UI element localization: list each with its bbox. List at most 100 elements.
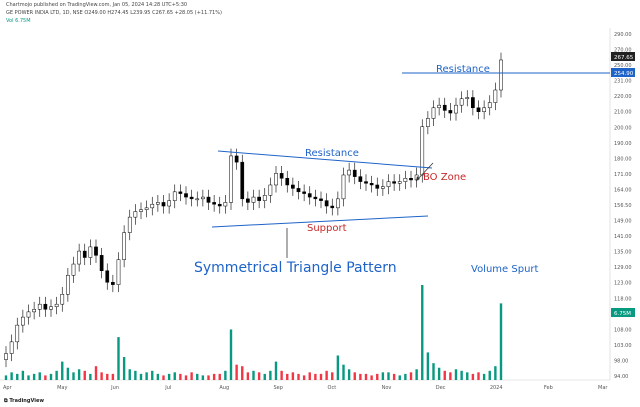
y-tick-label: 231.00 <box>614 79 632 85</box>
resistance-price-badge-text: 254.90 <box>614 71 634 77</box>
candle-body <box>442 104 447 111</box>
volume-bar <box>156 373 160 380</box>
volume-bar <box>286 373 289 380</box>
published-info: Chartmojo published on TradingView.com, … <box>6 2 188 8</box>
volume-bar <box>269 370 272 380</box>
candle-body <box>437 104 441 109</box>
resistance-upper-label: Resistance <box>436 64 490 75</box>
pattern-title: Symmetrical Triangle Pattern <box>194 260 397 276</box>
volume-bar <box>77 369 81 380</box>
candle-body <box>26 311 31 318</box>
candle-body <box>352 169 357 177</box>
volume-bar <box>280 370 283 380</box>
candle-body <box>105 270 110 283</box>
candle-body <box>184 193 188 198</box>
candle-body <box>409 178 413 181</box>
candle-body <box>403 178 408 182</box>
candle-body <box>139 209 143 212</box>
volume-bar <box>274 361 278 380</box>
candle-body <box>274 173 278 186</box>
x-tick-label: Aug <box>219 385 229 391</box>
candle-body <box>499 59 503 91</box>
candle-body <box>189 196 194 200</box>
candle-body <box>217 203 222 207</box>
volume-bar <box>167 373 171 380</box>
volume-bar <box>252 370 255 380</box>
candle-body <box>397 181 402 184</box>
y-tick-label: 123.00 <box>614 281 632 287</box>
volume-bar <box>409 372 413 380</box>
y-tick-label: 149.00 <box>614 219 632 225</box>
support-label: Support <box>307 223 347 234</box>
candle-body <box>420 126 425 176</box>
y-tick-label: 141.00 <box>614 234 632 240</box>
candlesticks <box>4 52 503 368</box>
candle-body <box>341 174 346 200</box>
candle-body <box>257 196 261 201</box>
volume-bar <box>314 373 317 380</box>
candle-body <box>15 324 20 343</box>
volume-bar <box>336 355 340 380</box>
last-price-badge-text: 267.65 <box>614 55 634 61</box>
candle-body <box>459 98 464 106</box>
candle-body <box>99 255 104 272</box>
volume-bar <box>421 285 424 380</box>
y-tick-label: 98.00 <box>614 358 628 364</box>
x-tick-label: Sep <box>273 385 282 391</box>
volume-bar <box>235 364 238 380</box>
volume-bar <box>415 369 418 380</box>
volume-bar <box>44 375 47 380</box>
volume-bar <box>376 373 379 380</box>
x-tick-label: Nov <box>382 385 392 391</box>
volume-bar <box>72 372 75 380</box>
volume-bar <box>257 372 261 380</box>
candle-body <box>150 203 155 209</box>
volume-bar <box>49 373 53 380</box>
volume-bar <box>21 370 25 380</box>
volume-bar <box>190 372 193 380</box>
triangle-support-line <box>211 215 429 228</box>
candle-body <box>291 184 295 189</box>
tradingview-logo-icon: ⧉ <box>4 398 10 404</box>
volume-bar <box>370 375 373 380</box>
volume-bar <box>331 372 334 380</box>
candle-body <box>229 155 233 203</box>
candle-body <box>251 196 256 203</box>
volume-bar <box>449 372 452 380</box>
volume-bar <box>353 372 356 380</box>
candle-body <box>307 193 312 198</box>
y-tick-label: 156.50 <box>614 203 632 209</box>
candle-body <box>122 232 126 260</box>
candle-body <box>54 303 59 307</box>
volume-bar <box>308 372 311 380</box>
y-tick-label: 103.00 <box>614 343 632 349</box>
candle-body <box>358 176 363 182</box>
volume-bar <box>359 373 362 380</box>
candle-body <box>234 155 239 163</box>
volume-bar <box>325 370 328 380</box>
candle-body <box>369 183 374 186</box>
x-tick-label: Jul <box>164 385 171 391</box>
candle-body <box>49 306 53 310</box>
candle-body <box>482 107 486 112</box>
volume-bar <box>218 373 221 380</box>
volume-bar <box>10 372 13 380</box>
candle-body <box>336 198 340 209</box>
candle-body <box>82 250 87 258</box>
candle-body <box>324 200 329 207</box>
volume-bar <box>134 370 137 380</box>
candle-body <box>487 102 492 109</box>
candle-body <box>493 89 498 103</box>
candle-body <box>71 263 76 276</box>
candle-body <box>116 259 121 285</box>
candle-body <box>201 196 205 200</box>
y-tick-label: 210.00 <box>614 110 632 116</box>
candle-body <box>37 303 42 310</box>
x-tick-label: 2024 <box>490 385 503 391</box>
candle-body <box>167 200 171 207</box>
volume-bar <box>207 375 210 380</box>
volume-bar <box>471 373 475 380</box>
candle-body <box>77 250 81 265</box>
volume-bar <box>499 303 503 380</box>
candle-body <box>43 303 48 310</box>
